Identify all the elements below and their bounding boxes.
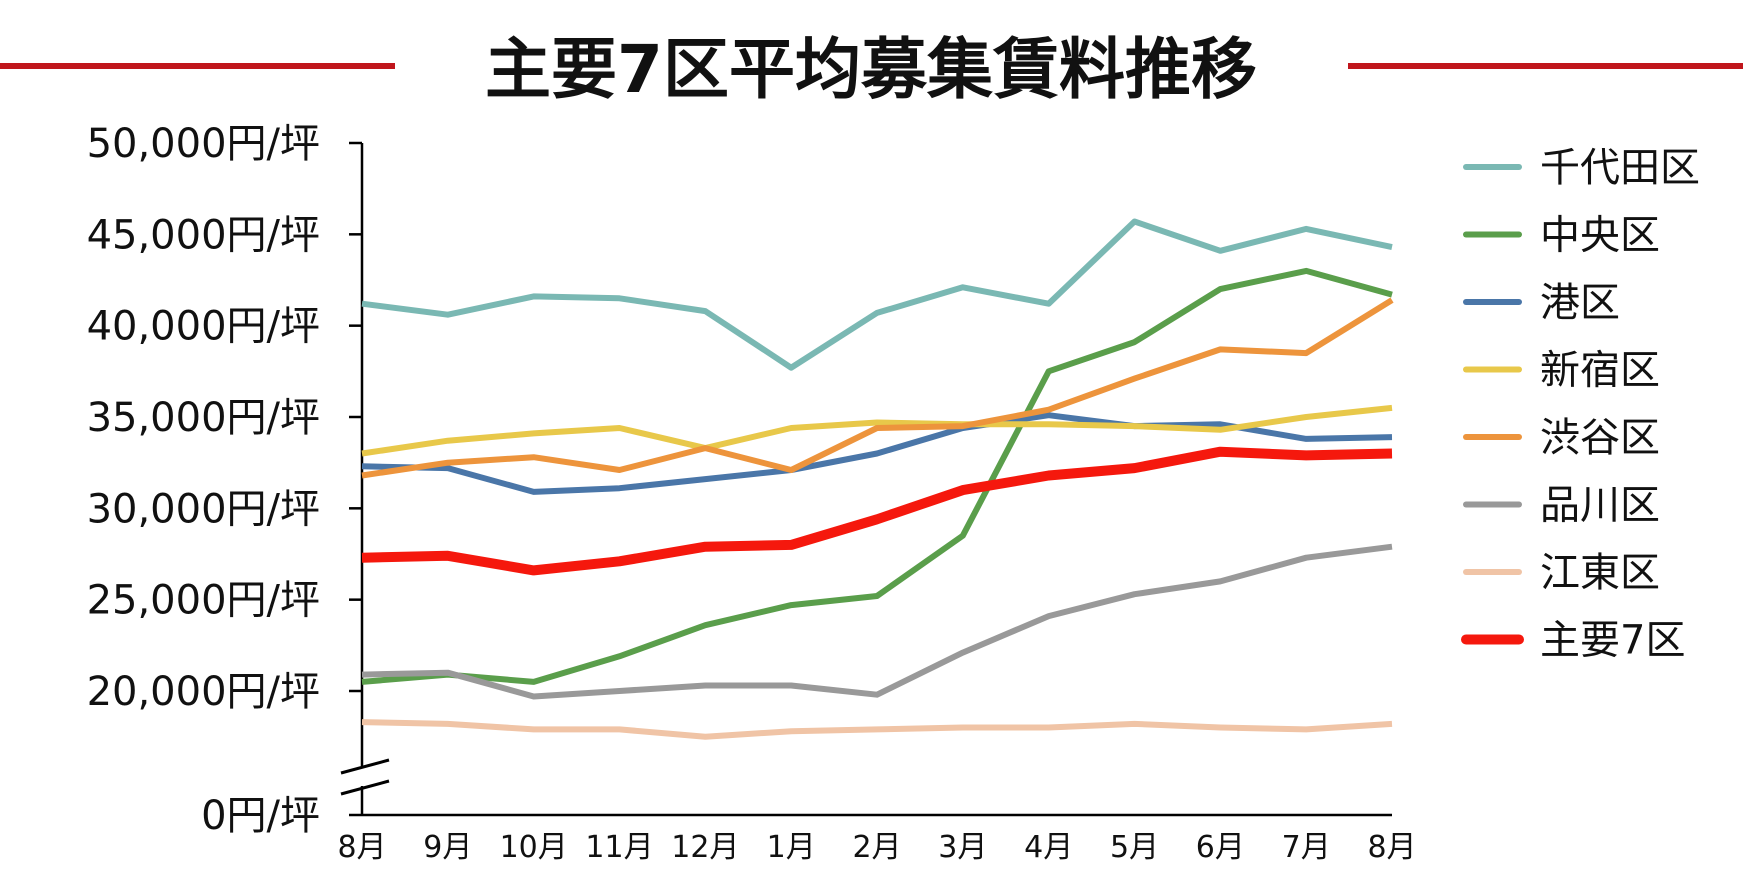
legend-label: 中央区: [1540, 213, 1660, 259]
x-tick-label: 11月: [585, 830, 653, 865]
legend-label: 千代田区: [1540, 145, 1700, 191]
x-ticks: 8月 9月 10月 11月 12月 1月 2月 3月 4月 5月 6月 7月 8月: [337, 830, 1416, 865]
legend-label: 品川区: [1540, 483, 1660, 529]
x-tick-label: 9月: [423, 830, 472, 865]
series-line: [361, 719, 1393, 740]
y-tick-label: 0円/坪: [201, 793, 320, 839]
x-tick-label: 1月: [767, 830, 816, 865]
chart-title: 主要7区平均募集賃料推移: [485, 31, 1257, 108]
y-tick-label: 50,000円/坪: [87, 121, 320, 167]
series-line: [361, 267, 1393, 685]
x-tick-label: 6月: [1196, 830, 1245, 865]
series-line: [361, 218, 1393, 371]
legend-label: 港区: [1540, 280, 1620, 326]
legend-label: 新宿区: [1540, 348, 1660, 394]
x-tick-label: 10月: [500, 830, 568, 865]
legend-label: 渋谷区: [1540, 415, 1660, 461]
y-tick-label: 30,000円/坪: [87, 486, 320, 532]
x-tick-label: 7月: [1282, 830, 1331, 865]
y-tick-label: 25,000円/坪: [87, 578, 320, 624]
x-tick-label: 5月: [1110, 830, 1159, 865]
y-tick-label: 45,000円/坪: [87, 212, 320, 258]
series-line: [361, 412, 1393, 495]
y-tick-label: 40,000円/坪: [87, 304, 320, 350]
x-tick-label: 3月: [938, 830, 987, 865]
x-tick-label: 4月: [1024, 830, 1073, 865]
series-line: [361, 404, 1393, 457]
legend-label: 主要7区: [1540, 618, 1685, 664]
x-tick-label: 8月: [337, 830, 386, 865]
x-tick-label: 8月: [1367, 830, 1416, 865]
series-lines: [361, 218, 1394, 740]
y-ticks: 50,000円/坪 45,000円/坪 40,000円/坪 35,000円/坪 30,0…: [87, 121, 362, 839]
legend-label: 江東区: [1540, 550, 1660, 596]
x-tick-label: 2月: [852, 830, 901, 865]
series-line: [361, 297, 1394, 479]
y-tick-label: 20,000円/坪: [87, 669, 320, 715]
axis-break-mark-bottom: [340, 779, 390, 796]
axis-break-mark-top: [340, 758, 390, 775]
x-tick-label: 12月: [671, 830, 739, 865]
series-line: [361, 446, 1393, 576]
series-line: [361, 543, 1393, 700]
y-tick-label: 35,000円/坪: [87, 395, 320, 441]
